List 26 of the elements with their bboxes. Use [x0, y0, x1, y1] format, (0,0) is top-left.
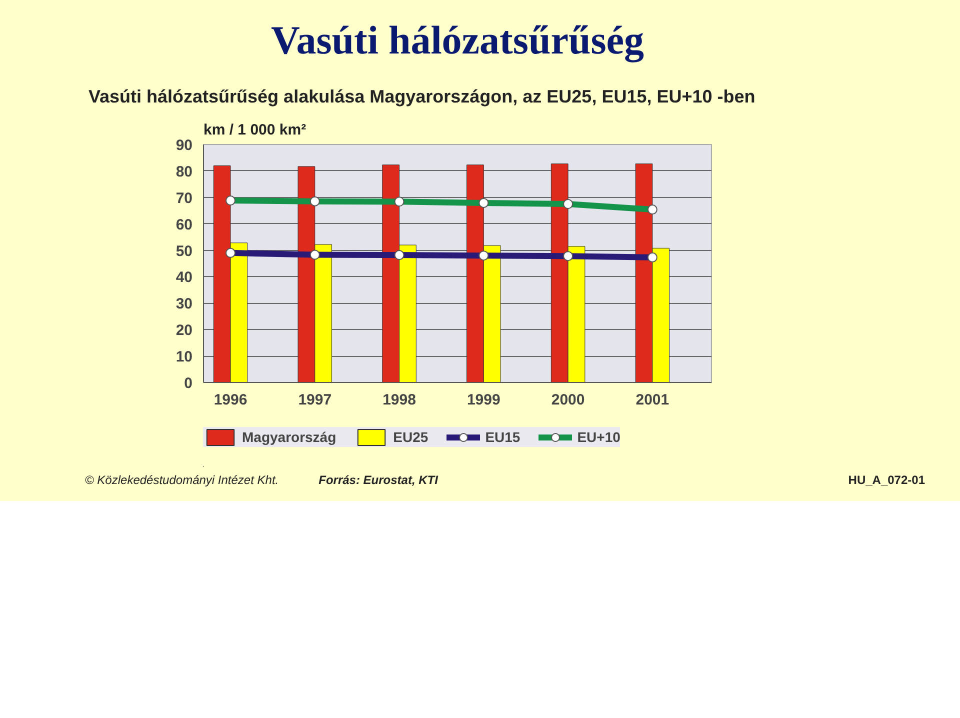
y-tick-label: 20 — [176, 322, 193, 340]
y-axis-title: km / 1 000 km² — [204, 122, 306, 138]
y-tick-label: 30 — [176, 296, 193, 313]
legend-label: EU25 — [393, 429, 428, 445]
legend-label: EU+10 — [577, 429, 620, 445]
y-tick-label: 50 — [176, 242, 193, 260]
y-tick-label: 0 — [184, 375, 192, 392]
x-tick-label: 1997 — [298, 392, 332, 408]
text: © Közlekedéstudományi Intézet Kht. — [85, 472, 279, 489]
x-tick-label: 2000 — [551, 392, 585, 408]
legend-label: Magyarország — [242, 429, 336, 445]
y-tick-label: 90 — [176, 137, 193, 154]
y-tick-label: 60 — [176, 216, 193, 234]
chart-subtitle: Vasúti hálózatsűrűség alakulása Magyarországon, az EU25, EU15, EU+10 -ben — [88, 86, 756, 106]
y-tick-label: 40 — [176, 269, 193, 286]
x-tick-label: 1998 — [382, 392, 416, 408]
y-tick-label: 70 — [176, 190, 193, 207]
x-tick-label: 1996 — [214, 392, 248, 408]
text: HU_A_072-01 — [848, 472, 925, 489]
y-tick-label: 80 — [176, 163, 193, 180]
x-tick-label: 2001 — [636, 392, 670, 408]
legend-label: EU15 — [485, 429, 520, 445]
chart-title: Vasúti hálózatsűrűség — [270, 18, 644, 62]
y-tick-label: 10 — [176, 348, 193, 366]
text: Forrás: Eurostat, KTI — [318, 472, 438, 489]
x-tick-label: 1999 — [466, 392, 500, 408]
